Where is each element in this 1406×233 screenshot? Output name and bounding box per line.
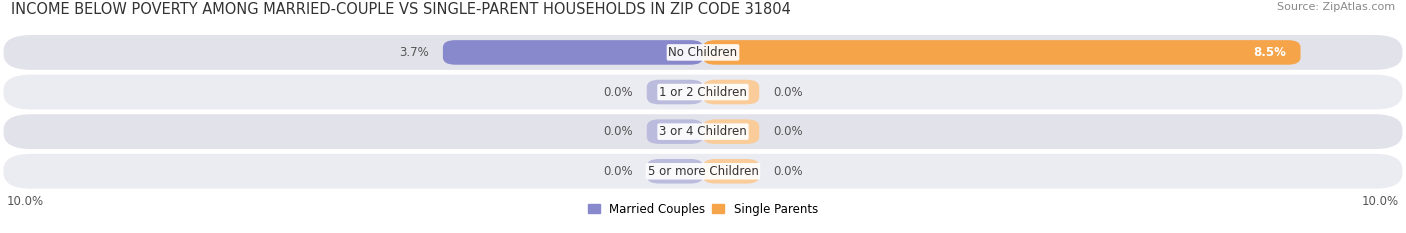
FancyBboxPatch shape [4,114,1402,149]
Text: 10.0%: 10.0% [7,195,44,208]
Text: 0.0%: 0.0% [773,165,803,178]
FancyBboxPatch shape [703,80,759,104]
FancyBboxPatch shape [703,40,1301,65]
FancyBboxPatch shape [703,119,759,144]
Text: 0.0%: 0.0% [603,86,633,99]
FancyBboxPatch shape [4,35,1402,70]
Text: Source: ZipAtlas.com: Source: ZipAtlas.com [1277,2,1395,12]
Text: 0.0%: 0.0% [773,86,803,99]
FancyBboxPatch shape [647,159,703,184]
FancyBboxPatch shape [703,159,759,184]
FancyBboxPatch shape [4,75,1402,110]
Text: 10.0%: 10.0% [1362,195,1399,208]
Text: 5 or more Children: 5 or more Children [648,165,758,178]
Text: 0.0%: 0.0% [603,165,633,178]
Text: 0.0%: 0.0% [773,125,803,138]
Legend: Married Couples, Single Parents: Married Couples, Single Parents [583,198,823,221]
Text: 0.0%: 0.0% [603,125,633,138]
FancyBboxPatch shape [443,40,703,65]
Text: 3.7%: 3.7% [399,46,429,59]
FancyBboxPatch shape [647,80,703,104]
Text: 1 or 2 Children: 1 or 2 Children [659,86,747,99]
Text: 3 or 4 Children: 3 or 4 Children [659,125,747,138]
FancyBboxPatch shape [647,119,703,144]
Text: 8.5%: 8.5% [1254,46,1286,59]
Text: No Children: No Children [668,46,738,59]
FancyBboxPatch shape [4,154,1402,189]
Text: INCOME BELOW POVERTY AMONG MARRIED-COUPLE VS SINGLE-PARENT HOUSEHOLDS IN ZIP COD: INCOME BELOW POVERTY AMONG MARRIED-COUPL… [11,2,792,17]
